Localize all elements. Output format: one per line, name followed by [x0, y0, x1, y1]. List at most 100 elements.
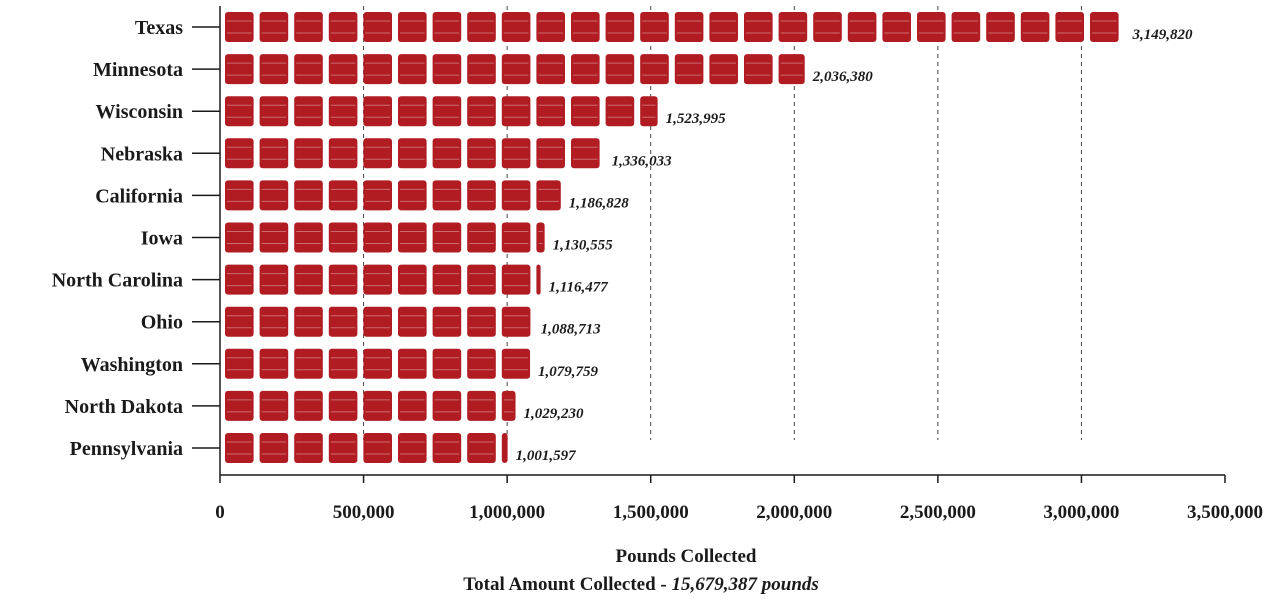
barrel-unit — [259, 433, 289, 463]
barrel-unit — [709, 54, 738, 85]
bar-pennsylvania — [225, 433, 508, 463]
category-label: Washington — [81, 354, 183, 376]
barrel-unit — [605, 96, 635, 127]
axes — [192, 6, 1226, 483]
category-label: North Carolina — [52, 270, 183, 292]
barrel-unit — [501, 348, 531, 379]
barrel-unit — [847, 12, 877, 42]
barrel-unit — [640, 54, 669, 85]
barrel-unit — [432, 54, 462, 85]
barrel-unit — [571, 96, 600, 127]
total-caption-prefix: Total Amount Collected - — [463, 574, 672, 595]
barrel-unit — [501, 433, 508, 463]
barrel-unit — [259, 138, 289, 169]
x-axis-title: Pounds Collected — [616, 546, 757, 567]
barrel-unit — [501, 54, 531, 85]
barrel-unit — [778, 54, 805, 85]
barrel-unit — [398, 306, 427, 337]
barrel-unit — [259, 96, 289, 127]
barrel-unit — [813, 12, 842, 42]
barrel-unit — [294, 390, 323, 421]
barrel-unit — [432, 306, 462, 337]
total-amount: 15,679,387 pounds — [671, 574, 819, 595]
bars — [225, 12, 1119, 463]
barrel-unit — [294, 12, 323, 42]
barrel-unit — [259, 222, 289, 253]
barrel-unit — [225, 433, 254, 463]
barrel-unit — [328, 222, 358, 253]
barrel-unit — [294, 348, 323, 379]
barrel-unit — [328, 54, 358, 85]
barrel-unit — [605, 12, 635, 42]
barrel-unit — [398, 138, 427, 169]
barrel-unit — [259, 54, 289, 85]
barrel-unit — [882, 12, 911, 42]
barrel-unit — [363, 264, 392, 295]
bar-nebraska — [225, 138, 600, 169]
category-label: Wisconsin — [96, 101, 183, 123]
barrel-unit — [259, 348, 289, 379]
barrel-unit — [432, 348, 462, 379]
barrel-unit — [328, 306, 358, 337]
bar-iowa — [225, 222, 545, 253]
barrel-unit — [363, 138, 392, 169]
value-label: 1,079,759 — [538, 364, 599, 380]
category-label: Iowa — [141, 228, 183, 250]
barrel-unit — [363, 12, 392, 42]
x-tick-label: 1,500,000 — [613, 502, 689, 523]
value-label: 1,029,230 — [524, 406, 585, 422]
barrel-unit — [398, 96, 427, 127]
barrel-unit — [294, 433, 323, 463]
barrel-unit — [536, 222, 545, 253]
barrel-unit — [398, 264, 427, 295]
value-label: 3,149,820 — [1131, 27, 1193, 43]
barrel-unit — [294, 96, 323, 127]
barrel-unit — [294, 222, 323, 253]
barrel-unit — [467, 54, 496, 85]
barrel-unit — [225, 390, 254, 421]
bar-wisconsin — [225, 96, 658, 127]
bar-north-carolina — [225, 264, 541, 295]
barrel-unit — [398, 54, 427, 85]
barrel-unit — [501, 138, 531, 169]
labels: 3,149,820 Texas 2,036,380 Minnesota 1,523,99… — [52, 17, 1263, 523]
barrel-unit — [1055, 12, 1084, 42]
barrel-unit — [501, 264, 531, 295]
barrel-unit — [328, 180, 358, 211]
barrel-unit — [709, 12, 738, 42]
barrel-unit — [536, 138, 565, 169]
barrel-unit — [398, 348, 427, 379]
x-tick-label: 3,500,000 — [1187, 502, 1263, 523]
barrel-unit — [259, 12, 289, 42]
barrel-unit — [432, 12, 462, 42]
barrel-unit — [363, 433, 392, 463]
barrel-unit — [467, 306, 496, 337]
barrel-unit — [225, 348, 254, 379]
bar-texas — [225, 12, 1119, 42]
barrel-unit — [571, 12, 600, 42]
barrel-unit — [605, 54, 635, 85]
barrel-unit — [363, 96, 392, 127]
barrel-unit — [1090, 12, 1119, 42]
category-label: Pennsylvania — [70, 438, 183, 460]
barrel-unit — [536, 180, 561, 211]
barrel-unit — [501, 306, 531, 337]
barrel-unit — [571, 138, 600, 169]
bar-north-dakota — [225, 390, 516, 421]
barrel-unit — [225, 306, 254, 337]
barrel-unit — [432, 390, 462, 421]
barrel-unit — [536, 12, 565, 42]
barrel-unit — [432, 96, 462, 127]
barrel-unit — [225, 222, 254, 253]
barrel-unit — [328, 433, 358, 463]
category-label: North Dakota — [65, 396, 183, 418]
barrel-unit — [363, 390, 392, 421]
bar-ohio — [225, 306, 531, 337]
barrel-unit — [398, 180, 427, 211]
x-tick-label: 2,000,000 — [756, 502, 832, 523]
barrel-unit — [432, 433, 462, 463]
barrel-unit — [328, 138, 358, 169]
barrel-unit — [467, 348, 496, 379]
barrel-unit — [259, 306, 289, 337]
barrel-unit — [501, 180, 531, 211]
